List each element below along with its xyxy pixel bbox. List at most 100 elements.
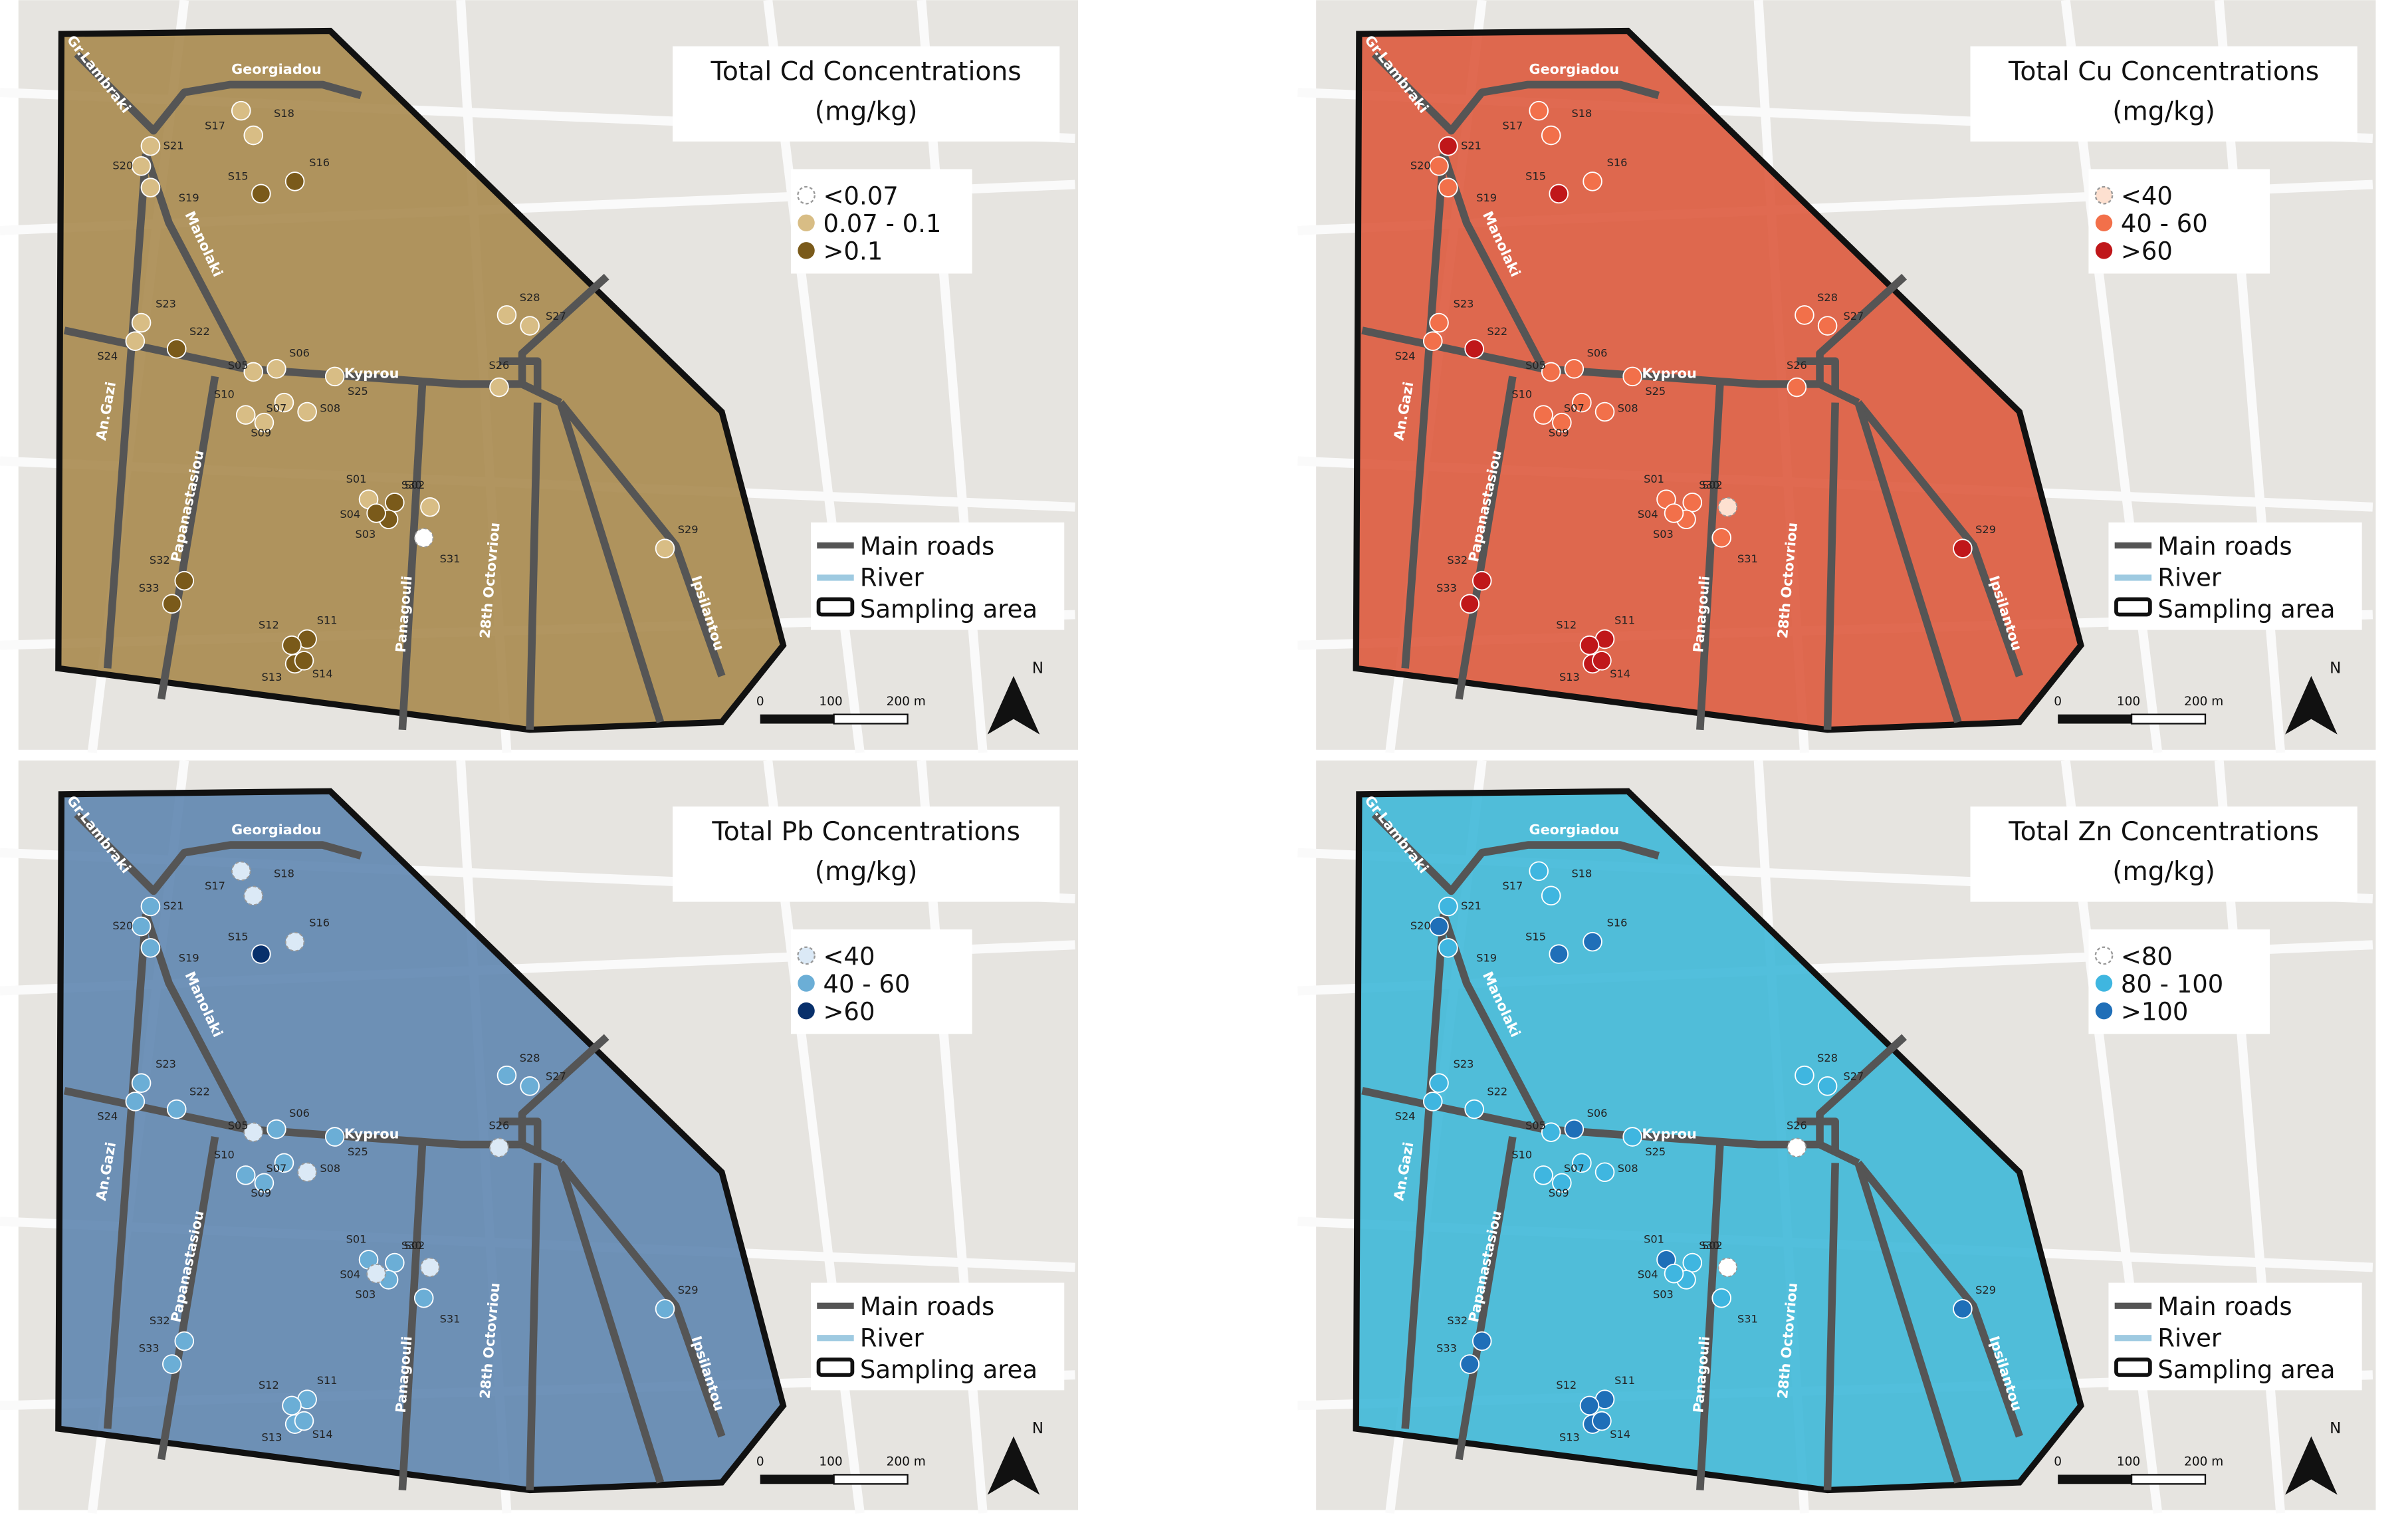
scale-bar-black [760, 714, 834, 724]
legend-text: Sampling area [860, 595, 1038, 624]
sample-point [140, 136, 161, 156]
sample-point [489, 1137, 509, 1158]
main-road [74, 811, 362, 895]
main-road [1696, 384, 1724, 731]
sample-point [1541, 125, 1561, 146]
main-road [556, 1161, 665, 1484]
sample-label: S31 [440, 1313, 461, 1326]
sample-label: S17 [205, 879, 225, 892]
sample-label: S07 [266, 402, 286, 414]
legend-area [816, 597, 855, 617]
sample-label: S30 [401, 1239, 422, 1252]
sample-label: S16 [1607, 917, 1628, 929]
scale-bar-white [833, 713, 909, 725]
sample-label: S21 [1461, 899, 1481, 912]
main-road [157, 376, 219, 700]
sample-point [1460, 1354, 1480, 1374]
sample-label: S13 [1559, 1431, 1580, 1444]
sample-point [1594, 402, 1615, 422]
sample-point [496, 305, 517, 325]
legend-text: Sampling area [2157, 595, 2335, 624]
class-legend [790, 929, 972, 1034]
sample-point [284, 172, 305, 191]
scale-label: 200 m [887, 695, 926, 709]
map-title: Total Cd Concentrations [711, 57, 1022, 86]
sample-label: S18 [274, 107, 294, 120]
sample-point [655, 1299, 675, 1319]
sample-point [385, 493, 405, 513]
scale-bar-white [2130, 713, 2207, 725]
sample-point [520, 1076, 540, 1096]
sample-label: S12 [259, 618, 279, 631]
sample-label: S30 [1699, 1239, 1719, 1252]
sample-label: S07 [1564, 402, 1585, 414]
sample-label: S22 [1487, 1086, 1507, 1098]
main-road [1371, 51, 1660, 135]
sample-label: S33 [139, 1342, 160, 1355]
sample-point [1549, 183, 1569, 204]
legend-text: River [860, 1324, 925, 1352]
north-label: N [2330, 1420, 2341, 1437]
map-panel: GeorgiadouGr.LambrakiManolakiKyprouAn.Ga… [1297, 0, 2376, 754]
legend-label: >0.1 [823, 237, 883, 266]
sample-label: S17 [1503, 119, 1523, 132]
sample-point [166, 338, 187, 359]
sample-point [131, 916, 152, 937]
legend-label: <40 [823, 942, 875, 971]
sample-point [1472, 570, 1492, 591]
sample-point [131, 156, 152, 176]
sample-label: S28 [520, 291, 540, 304]
sample-label: S27 [1843, 1070, 1864, 1083]
sample-point [1472, 1331, 1492, 1351]
sample-label: S26 [489, 1119, 510, 1132]
sample-point [243, 885, 264, 906]
sample-label: S23 [156, 297, 176, 310]
sample-point [125, 331, 146, 351]
sample-label: S21 [1461, 139, 1481, 152]
sample-label: S19 [1476, 952, 1497, 965]
main-road [1797, 357, 1839, 392]
scale-label: 100 [819, 1455, 842, 1469]
sample-label: S03 [1653, 1288, 1674, 1301]
legend-text: Main roads [860, 532, 994, 560]
legend-swatch [798, 214, 815, 232]
legend-text: Main roads [860, 1292, 994, 1321]
legend-text: Sampling area [860, 1355, 1038, 1384]
main-road [1401, 913, 1448, 1429]
main-road [1854, 1161, 1962, 1484]
sample-point [140, 938, 161, 958]
sample-label: S23 [156, 1058, 176, 1070]
sample-point [243, 125, 264, 146]
scale-label: 200 m [887, 1455, 926, 1469]
sample-label: S32 [1447, 554, 1468, 566]
sample-point [251, 183, 271, 204]
scale-label: 0 [756, 1455, 764, 1469]
legend-swatch [798, 975, 815, 992]
sample-point [1717, 497, 1738, 517]
sample-point [243, 362, 264, 382]
sample-point [235, 1165, 256, 1185]
sample-point [1953, 538, 1973, 558]
north-label: N [2330, 659, 2341, 677]
road-label: Kyprou [1642, 1125, 1697, 1141]
sample-point [267, 1119, 286, 1139]
legend-label: 80 - 100 [2121, 970, 2223, 998]
sample-label: S20 [112, 159, 133, 172]
sample-label: S15 [1525, 930, 1546, 943]
sample-point [1579, 635, 1600, 655]
legend-label: >60 [2121, 237, 2173, 266]
sample-label: S27 [546, 1070, 566, 1083]
sample-label: S11 [317, 1374, 338, 1387]
sample-label: S09 [1549, 1187, 1569, 1199]
legend-area [2114, 597, 2152, 617]
main-road [1797, 1117, 1839, 1153]
north-label: N [1032, 1420, 1043, 1437]
sample-point [294, 1411, 314, 1431]
sample-label: S06 [1587, 1107, 1608, 1119]
title-box [1970, 46, 2357, 142]
sample-label: S23 [1454, 1058, 1474, 1070]
sample-point [254, 1173, 274, 1193]
sample-point [420, 497, 440, 517]
sample-label: S21 [164, 139, 184, 152]
main-road [103, 153, 150, 669]
